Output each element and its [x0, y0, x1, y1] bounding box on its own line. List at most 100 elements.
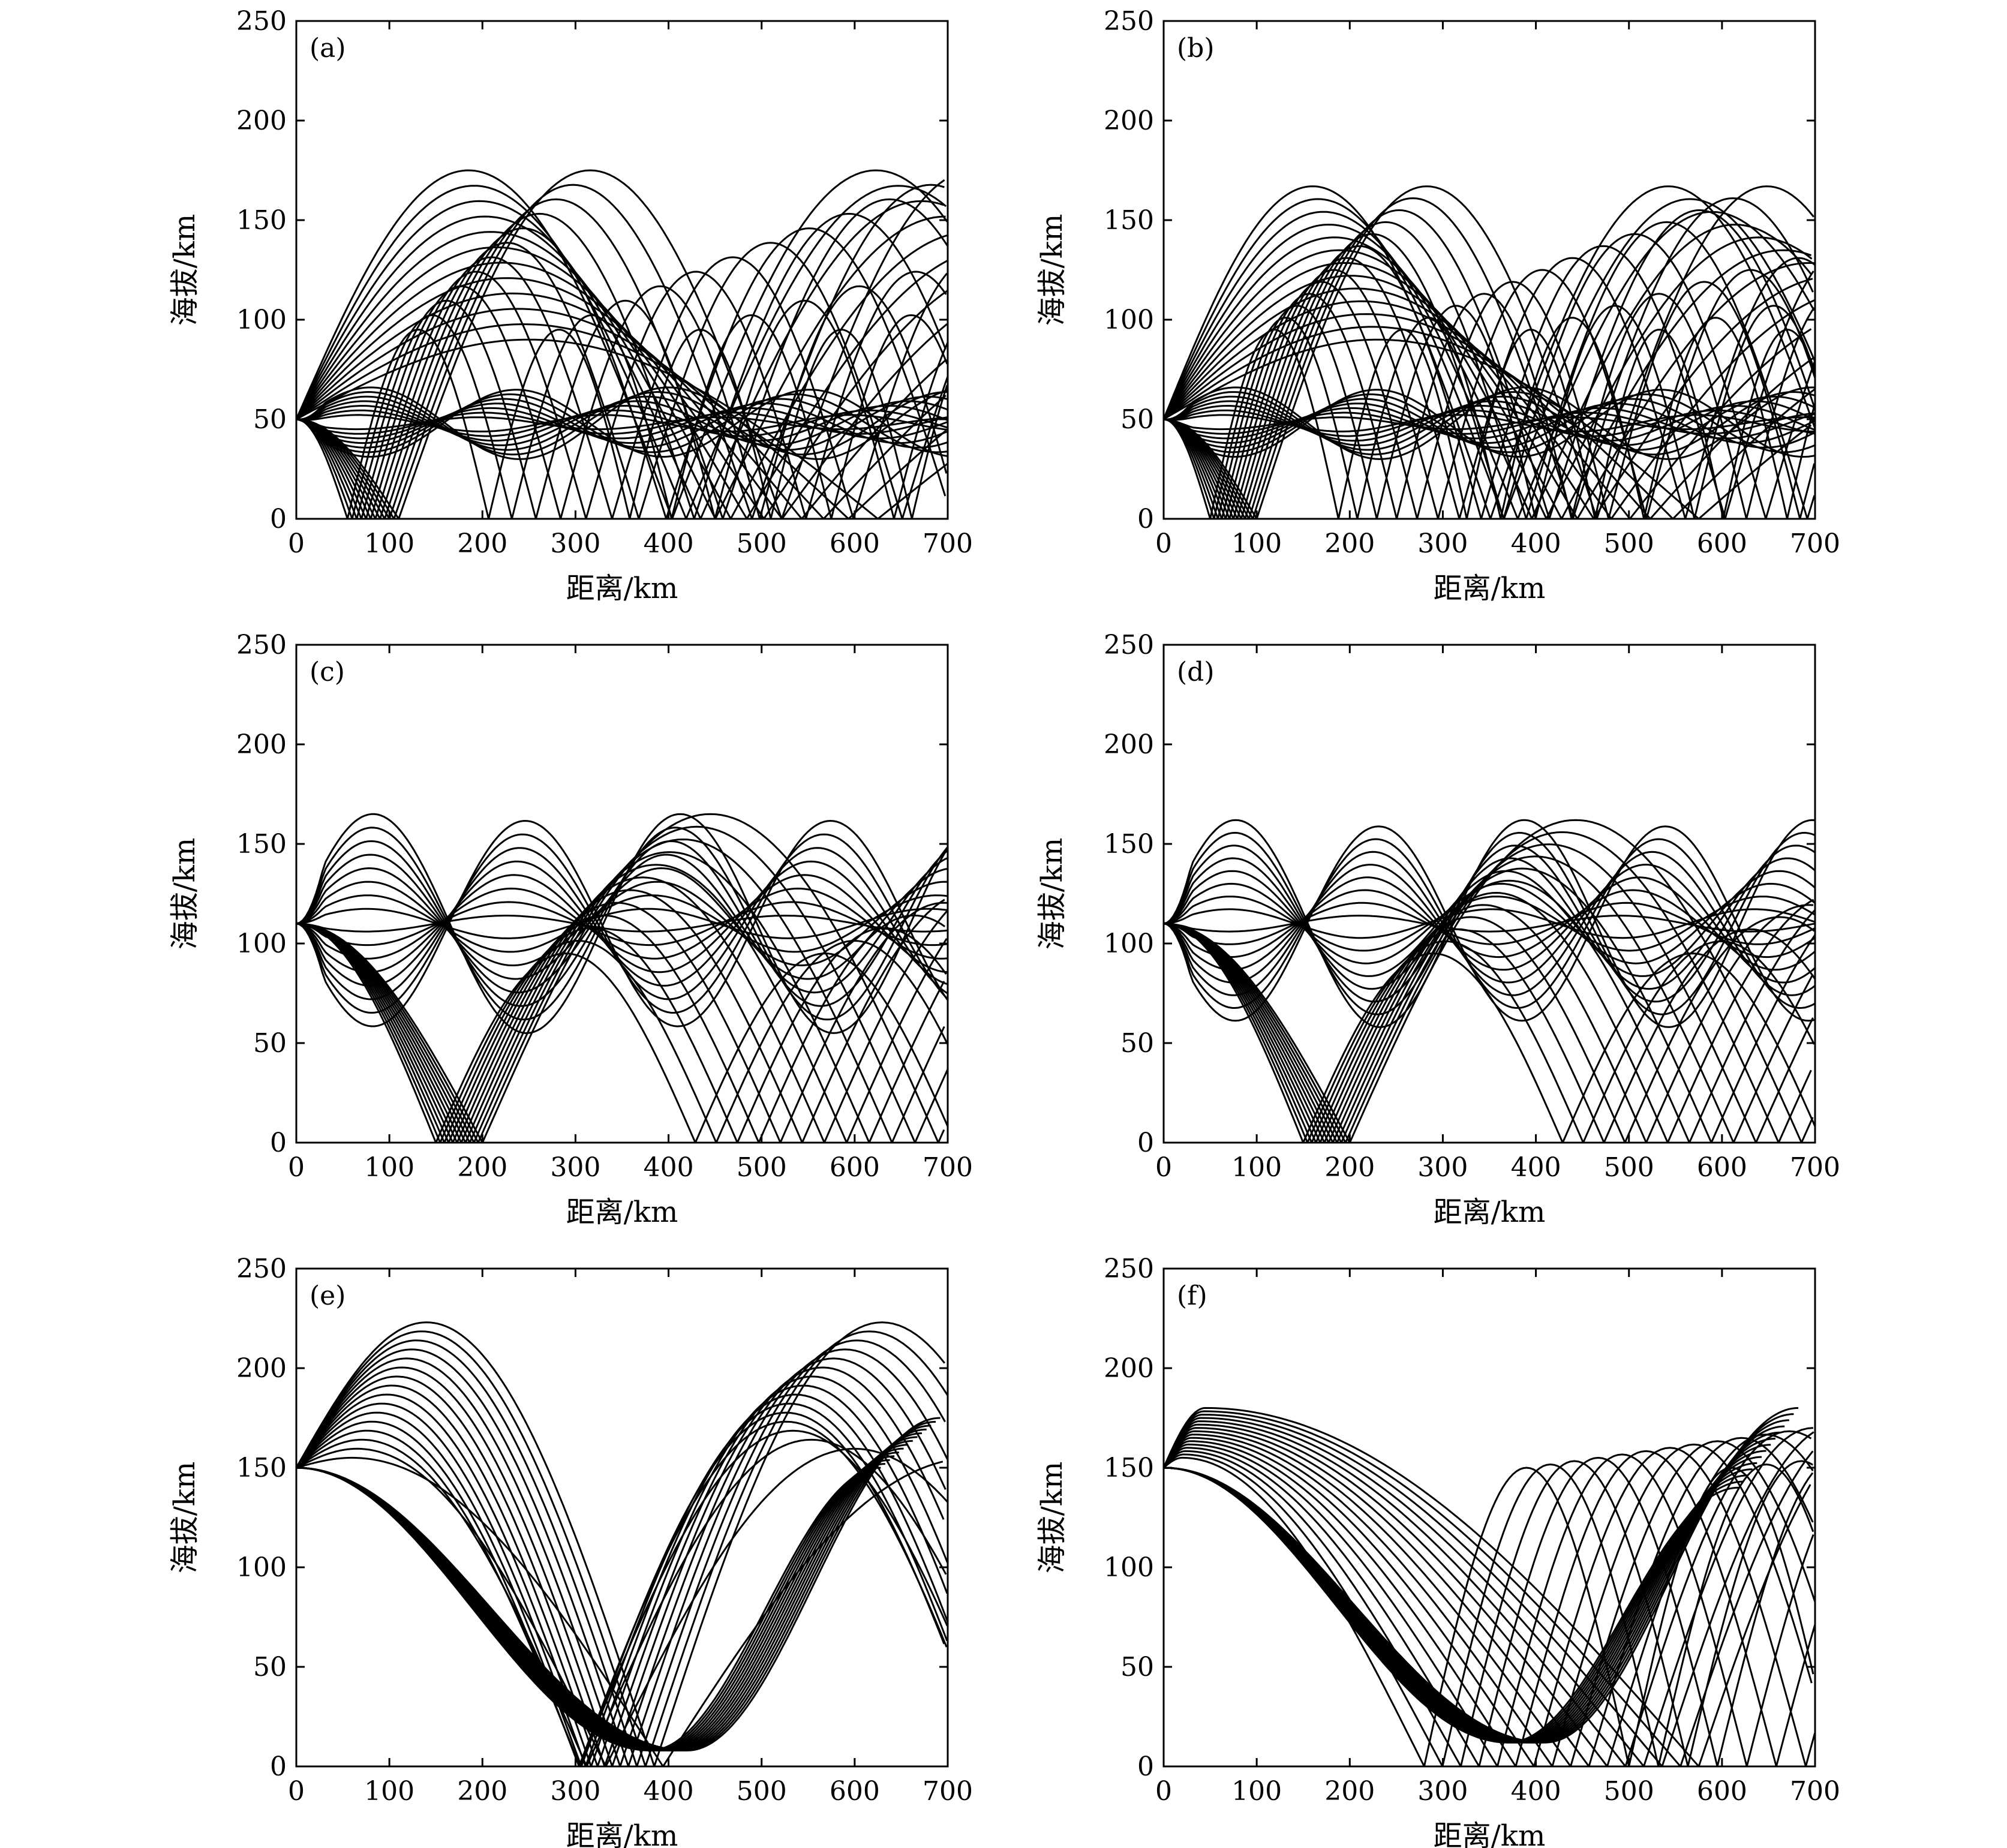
- ray-c-down-2: [296, 923, 947, 1143]
- ray-a-down-10: [296, 184, 945, 519]
- ray-e-high-14: [296, 1330, 948, 1766]
- x-tick-label: 0: [288, 528, 305, 559]
- ray-c-duct-0: [296, 915, 948, 933]
- x-tick-label: 200: [457, 1152, 507, 1183]
- ray-c-duct-3: [296, 894, 948, 953]
- y-axis-label: 海拔/km: [168, 1462, 202, 1574]
- x-tick-label: 300: [1417, 1152, 1468, 1183]
- ray-b-down-7: [1164, 245, 1814, 519]
- x-axis-label: 距离/km: [1434, 1819, 1546, 1848]
- ray-e-high-12: [296, 1348, 948, 1766]
- ray-d-down-0: [1164, 923, 1815, 1143]
- x-tick-label: 0: [288, 1776, 305, 1807]
- ray-a-duct-3: [296, 409, 948, 437]
- y-tick-label: 150: [236, 205, 287, 236]
- x-tick-label: 100: [364, 528, 414, 559]
- ray-a-down-2: [296, 299, 948, 519]
- ray-e-high-10: [296, 1366, 945, 1766]
- y-tick-label: 50: [253, 1652, 287, 1682]
- x-tick-label: 700: [1790, 1152, 1840, 1183]
- ray-a-high-3: [296, 292, 947, 519]
- x-tick-label: 300: [1417, 528, 1468, 559]
- x-tick-label: 400: [1511, 528, 1561, 559]
- ray-e-high-3: [296, 1429, 948, 1766]
- y-tick-label: 200: [236, 729, 287, 760]
- x-tick-label: 500: [1604, 1776, 1654, 1807]
- ray-d-duct-3: [1164, 896, 1815, 952]
- x-tick-label: 200: [1324, 528, 1375, 559]
- ray-a-high-2: [296, 308, 947, 519]
- ray-c-duct-6: [296, 874, 948, 973]
- x-tick-label: 400: [644, 528, 694, 559]
- panel-a: 0 100 200 300 400 500 600 700 0 50 100 150 200 250 距离/…: [168, 6, 973, 605]
- ray-c-down-4: [296, 902, 948, 1143]
- y-tick-label: 100: [1104, 1552, 1154, 1583]
- x-tick-label: 200: [457, 528, 507, 559]
- ray-b-down-3: [1164, 293, 1815, 519]
- panel-label: (c): [310, 657, 345, 687]
- x-tick-label: 600: [1697, 1776, 1747, 1807]
- x-tick-label: 0: [1155, 1776, 1172, 1807]
- x-tick-label: 500: [737, 1152, 787, 1183]
- panel-label: (d): [1177, 657, 1215, 687]
- y-axis-label: 海拔/km: [168, 214, 202, 326]
- ray-a-down-8: [296, 212, 947, 519]
- ray-b-high-0: [1164, 338, 1812, 519]
- x-tick-label: 700: [1790, 528, 1840, 559]
- y-tick-label: 100: [236, 928, 287, 959]
- y-tick-label: 100: [1104, 305, 1154, 335]
- x-tick-label: 400: [644, 1776, 694, 1807]
- y-axis-label: 海拔/km: [1035, 1462, 1069, 1574]
- ray-e-dip-4: [296, 1452, 899, 1751]
- y-tick-label: 0: [270, 1751, 287, 1782]
- y-tick-label: 250: [1104, 6, 1154, 37]
- ray-b-high-11: [1164, 198, 1815, 519]
- y-axis-label: 海拔/km: [1035, 838, 1069, 950]
- ray-f-cusp-8: [1164, 1430, 1815, 1766]
- panel-label: (e): [310, 1281, 345, 1311]
- ray-b-down-12: [1164, 185, 1814, 519]
- ray-b-high-10: [1164, 211, 1815, 519]
- ray-d-down-3: [1164, 916, 1815, 1143]
- ray-d-down-11: [1164, 819, 1814, 1143]
- x-tick-label: 200: [1324, 1776, 1375, 1807]
- ray-e-high-2: [296, 1438, 947, 1766]
- x-tick-label: 0: [1155, 528, 1172, 559]
- y-tick-label: 200: [1104, 106, 1154, 136]
- ray-c-down-10: [296, 825, 948, 1143]
- ray-e-high-11: [296, 1357, 947, 1766]
- x-tick-label: 300: [550, 1776, 600, 1807]
- y-tick-label: 50: [1120, 404, 1154, 435]
- ray-d-down-5: [1164, 892, 1814, 1143]
- y-tick-label: 150: [1104, 829, 1154, 860]
- y-tick-label: 250: [1104, 1254, 1154, 1284]
- ray-a-high-4: [296, 277, 948, 519]
- ray-e-dip-10: [296, 1428, 927, 1751]
- x-tick-label: 500: [737, 528, 787, 559]
- ray-d-down-2: [1164, 923, 1815, 1143]
- ray-a-duct-6: [296, 402, 948, 444]
- y-tick-label: 50: [253, 1028, 287, 1059]
- x-tick-label: 500: [1604, 528, 1654, 559]
- y-tick-label: 0: [1137, 1751, 1154, 1782]
- ray-c-duct-15: [296, 813, 948, 1034]
- panel-c: 0 100 200 300 400 500 600 700 0 50 100 150 200 250 距离/…: [168, 630, 973, 1229]
- y-tick-label: 100: [1104, 928, 1154, 959]
- plot-frame-c: [295, 644, 949, 1144]
- x-tick-label: 100: [1231, 528, 1282, 559]
- ray-e-high-7: [296, 1393, 948, 1766]
- ray-b-down-9: [1164, 221, 1815, 519]
- y-tick-label: 50: [253, 404, 287, 435]
- panel-f: 0 100 200 300 400 500 600 700 0 50 100 150 200 250 距离/…: [1035, 1254, 1840, 1848]
- ray-e-high-9: [296, 1375, 948, 1766]
- rays-d: [1164, 819, 1815, 1143]
- ray-a-down-5: [296, 256, 948, 519]
- x-tick-label: 400: [1511, 1776, 1561, 1807]
- y-tick-label: 200: [236, 106, 287, 136]
- x-tick-label: 600: [830, 1152, 880, 1183]
- ray-f-cusp-15: [1164, 1407, 1811, 1766]
- ray-f-cusp-12: [1164, 1417, 1814, 1766]
- ray-e-high-4: [296, 1420, 948, 1766]
- panel-label: (a): [310, 33, 346, 64]
